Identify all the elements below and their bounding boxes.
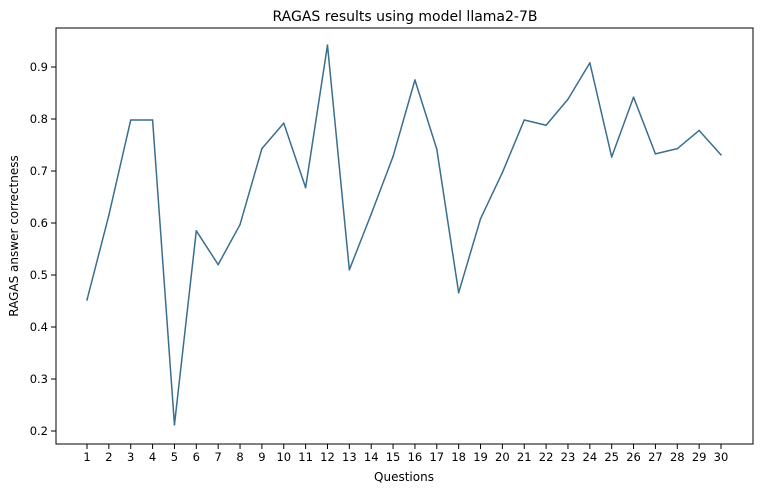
data-point <box>108 214 110 216</box>
data-point <box>654 153 657 155</box>
data-point <box>86 299 88 301</box>
x-tick-label: 19 <box>473 450 488 464</box>
x-tick-label: 15 <box>386 450 401 464</box>
data-point <box>239 223 241 226</box>
x-tick-label: 12 <box>320 450 335 464</box>
data-point <box>479 218 482 220</box>
data-point <box>457 291 460 294</box>
x-tick-label: 14 <box>364 450 379 464</box>
x-tick-label: 13 <box>342 450 357 464</box>
series-group <box>86 44 722 426</box>
data-point <box>545 124 547 127</box>
data-point <box>720 154 722 156</box>
y-tick-label: 0.9 <box>30 60 48 74</box>
data-point <box>282 122 285 124</box>
data-point <box>195 230 198 232</box>
data-point <box>129 119 132 121</box>
data-point <box>217 263 219 266</box>
x-tick-label: 30 <box>714 450 729 464</box>
y-tick-label: 0.3 <box>30 372 48 386</box>
x-tick-label: 20 <box>495 450 510 464</box>
data-point <box>610 156 613 158</box>
x-tick-label: 29 <box>692 450 707 464</box>
x-tick-label: 2 <box>105 450 112 464</box>
x-tick-label: 22 <box>539 450 554 464</box>
x-tick-label: 17 <box>429 450 444 464</box>
y-axis-label: RAGAS answer correctness <box>7 155 21 316</box>
data-point <box>173 423 176 426</box>
x-tick-label: 11 <box>298 450 313 464</box>
plot-area <box>55 27 754 445</box>
x-tick-label: 26 <box>626 450 641 464</box>
x-tick-label: 28 <box>670 450 685 464</box>
data-point <box>348 269 351 271</box>
x-tick-label: 25 <box>604 450 619 464</box>
x-tick-label: 1 <box>83 450 90 464</box>
data-point <box>261 147 263 150</box>
series-line <box>86 44 722 426</box>
x-tick-label: 18 <box>451 450 466 464</box>
x-tick-label: 27 <box>648 450 663 464</box>
y-tick-label: 0.7 <box>30 164 48 178</box>
x-tick-label: 21 <box>517 450 532 464</box>
x-tick-label: 7 <box>215 450 222 464</box>
data-point <box>392 155 394 158</box>
data-point <box>632 96 635 98</box>
chart-title: RAGAS results using model llama2-7B <box>273 9 538 25</box>
x-tick-label: 5 <box>171 450 178 464</box>
x-tick-label: 6 <box>193 450 200 464</box>
data-point <box>304 186 307 189</box>
data-point <box>523 119 526 121</box>
data-point <box>676 147 679 150</box>
x-tick-label: 10 <box>276 450 291 464</box>
data-point <box>435 148 438 150</box>
data-point <box>567 98 569 101</box>
data-point <box>151 119 154 121</box>
data-point <box>589 62 591 64</box>
y-tick-label: 0.4 <box>30 320 48 334</box>
x-axis: 1 2 3 4 5 6 7 8 9 10 11 12 13 14 15 16 17 18 19 20 21 22 23 24 2… <box>83 444 728 464</box>
x-axis-label: Questions <box>374 470 434 484</box>
x-tick-label: 9 <box>258 450 265 464</box>
x-tick-label: 8 <box>236 450 243 464</box>
x-tick-label: 4 <box>149 450 156 464</box>
x-tick-label: 23 <box>561 450 576 464</box>
y-tick-label: 0.2 <box>30 424 48 438</box>
data-point <box>370 213 373 215</box>
y-tick-label: 0.8 <box>30 112 48 126</box>
data-point <box>414 79 416 81</box>
x-tick-label: 3 <box>127 450 134 464</box>
data-point <box>326 44 329 46</box>
data-point <box>501 171 504 174</box>
y-tick-label: 0.5 <box>30 268 48 282</box>
y-axis: 0.2 0.3 0.4 0.5 0.6 0.7 0.8 0.9 <box>30 60 56 438</box>
data-point <box>698 129 700 132</box>
y-tick-label: 0.6 <box>30 216 48 230</box>
x-tick-label: 16 <box>408 450 423 464</box>
x-tick-label: 24 <box>583 450 598 464</box>
